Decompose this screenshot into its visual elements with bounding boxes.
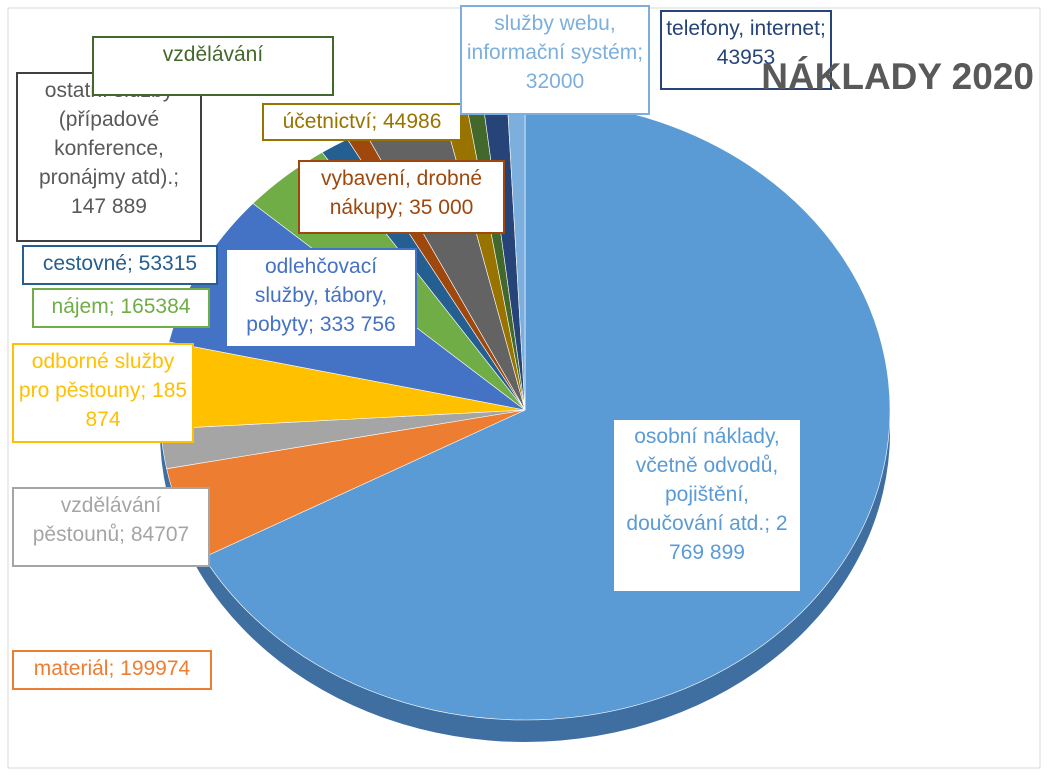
label-separator: ; — [764, 512, 776, 535]
category-name: služby webu, informační systém — [466, 12, 638, 64]
value-label: 2 769 899 — [669, 512, 788, 564]
label-separator: ; — [637, 41, 644, 64]
value-label: 53315 — [138, 252, 198, 275]
data-label: osobní náklady, včetně odvodů, pojištění… — [612, 418, 802, 593]
label-separator: ; — [397, 196, 410, 219]
label-separator: ; — [108, 657, 121, 680]
category-name: nájem — [51, 295, 109, 318]
value-label: 32000 — [525, 70, 585, 93]
data-label: cestovné; 53315 — [22, 245, 218, 285]
category-name: cestovné — [42, 252, 127, 275]
category-name: vybavení, drobné nákupy — [320, 167, 483, 219]
label-separator: ; — [308, 313, 320, 336]
data-label: vzdělávání pěstounů; 84707 — [12, 487, 210, 567]
category-name: telefony, internet — [666, 17, 820, 40]
data-label: odlehčovací služby, tábory, pobyty; 333 … — [225, 248, 417, 348]
value-label: 199974 — [120, 657, 191, 680]
category-name: vzdělávání — [162, 43, 264, 66]
category-name: odborné služby pro pěstouny — [18, 350, 175, 402]
value-label: 35 000 — [409, 196, 474, 219]
data-label: telefony, internet; 43953 — [660, 10, 832, 90]
value-label: 147 889 — [71, 195, 147, 218]
label-separator: ; — [126, 252, 139, 275]
data-label: materiál; 199974 — [12, 650, 212, 690]
category-name: osobní náklady, včetně odvodů, pojištění… — [626, 425, 780, 535]
label-separator: ; — [371, 110, 383, 133]
data-label: vzdělávání — [92, 36, 334, 96]
value-label: 44986 — [382, 110, 442, 133]
data-label: odborné služby pro pěstouny; 185 874 — [12, 343, 194, 443]
category-name: vzdělávání pěstounů — [32, 494, 162, 546]
value-label: 165384 — [120, 295, 191, 318]
chart-title: NÁKLADY 2020 — [761, 56, 1034, 97]
label-separator: ; — [108, 295, 121, 318]
category-name: ostatní služby (případové konference, pr… — [38, 79, 174, 189]
label-separator: ; — [819, 17, 826, 40]
category-name: odlehčovací služby, tábory, pobyty — [246, 255, 388, 336]
data-label: nájem; 165384 — [32, 288, 210, 328]
label-separator: ; — [140, 379, 153, 402]
data-label: vybavení, drobné nákupy; 35 000 — [298, 160, 505, 234]
value-label: 185 874 — [85, 379, 188, 431]
value-label: 43953 — [716, 46, 776, 69]
label-separator: ; — [173, 166, 180, 189]
data-label: ostatní služby (případové konference, pr… — [16, 72, 202, 242]
label-separator: ; — [119, 523, 131, 546]
value-label: 333 756 — [319, 313, 396, 336]
value-label: 84707 — [130, 523, 190, 546]
data-label: účetnictví; 44986 — [262, 103, 462, 141]
data-label: služby webu, informační systém; 32000 — [460, 5, 650, 115]
category-name: účetnictví — [282, 110, 372, 133]
category-name: materiál — [33, 657, 109, 680]
